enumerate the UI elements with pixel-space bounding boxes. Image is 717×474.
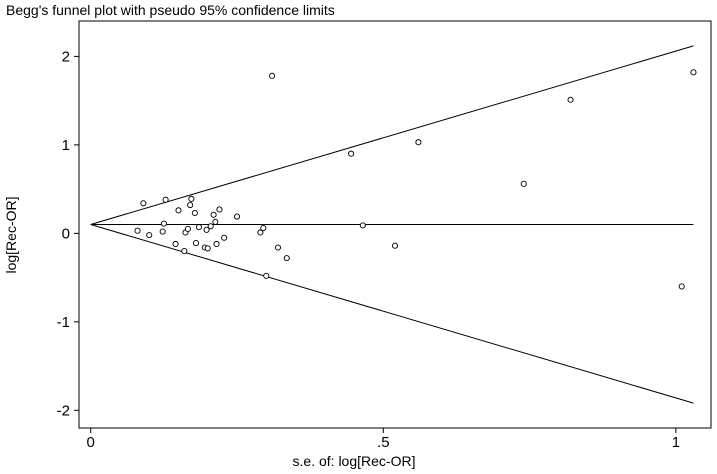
data-point-34 (391, 242, 399, 249)
y-tick-label-0: 2 (62, 48, 70, 65)
data-point-1 (140, 200, 147, 207)
y-tick-label-4: -2 (57, 402, 70, 419)
data-point-18 (204, 245, 211, 252)
data-point-37 (567, 96, 574, 103)
data-point-12 (188, 195, 195, 202)
data-point-3 (159, 228, 166, 235)
data-point-38 (678, 283, 685, 290)
data-point-31 (283, 255, 290, 262)
data-point-39 (690, 69, 697, 76)
x-axis-title: s.e. of: log[Rec-OR] (293, 453, 416, 469)
data-point-23 (216, 206, 223, 213)
data-point-32 (348, 150, 355, 157)
data-point-27 (260, 224, 267, 232)
data-point-8 (181, 247, 188, 255)
data-point-5 (162, 196, 169, 203)
data-point-4 (160, 220, 167, 227)
y-tick-label-2: 0 (62, 225, 70, 242)
upper-confidence-limit (90, 45, 694, 225)
data-point-11 (187, 201, 194, 209)
x-tick-label-0: 0 (87, 434, 95, 451)
funnel-lines (90, 45, 694, 404)
data-points (134, 69, 697, 290)
data-point-13 (191, 209, 198, 217)
data-point-7 (175, 207, 182, 214)
data-point-24 (221, 234, 228, 241)
plot-frame (78, 20, 712, 429)
data-point-36 (520, 180, 527, 187)
x-tick-label-1: .5 (377, 434, 390, 451)
lower-confidence-limit (90, 224, 694, 404)
data-point-14 (192, 240, 200, 247)
data-point-22 (213, 240, 220, 248)
data-point-19 (207, 223, 214, 230)
y-axis-title: log[Rec-OR] (3, 196, 19, 273)
data-point-35 (415, 139, 422, 146)
data-point-33 (359, 222, 366, 229)
data-point-6 (172, 240, 179, 248)
x-tick-label-2: 1 (672, 434, 680, 451)
data-point-26 (257, 229, 264, 236)
data-point-20 (210, 211, 217, 218)
data-point-28 (263, 272, 270, 279)
data-point-15 (195, 224, 203, 231)
data-point-17 (203, 226, 210, 233)
data-point-30 (274, 244, 282, 251)
data-point-2 (146, 232, 153, 239)
data-point-10 (184, 225, 191, 232)
axes-layer: 0 .5 1 2 1 0 -1 -2 (57, 48, 680, 451)
data-point-21 (212, 218, 219, 225)
y-tick-label-3: -1 (57, 314, 70, 331)
data-point-29 (269, 72, 276, 79)
data-point-0 (134, 227, 141, 234)
y-tick-label-1: 1 (62, 137, 70, 154)
data-point-25 (233, 213, 241, 220)
chart-title: Begg's funnel plot with pseudo 95% confi… (6, 2, 335, 18)
